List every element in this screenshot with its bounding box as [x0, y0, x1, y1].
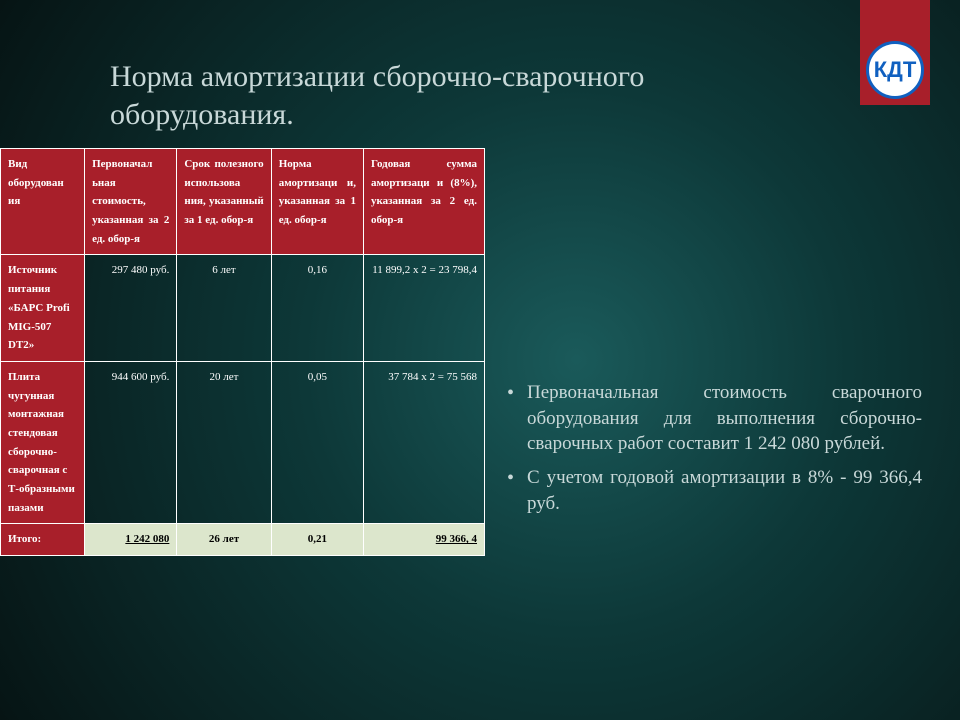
col-header: Норма амортизаци и, указанная за 1 ед. о… [271, 149, 363, 255]
cell: 11 899,2 х 2 = 23 798,4 [363, 255, 484, 361]
cell: 944 600 руб. [85, 361, 177, 524]
cell: 6 лет [177, 255, 271, 361]
total-term: 26 лет [177, 524, 271, 556]
cell: 297 480 руб. [85, 255, 177, 361]
page-title: Норма амортизации сборочно-сварочного об… [110, 58, 710, 133]
col-header: Вид оборудован ия [1, 149, 85, 255]
col-header: Срок полезного использова ния, указанный… [177, 149, 271, 255]
table-row: Плита чугунная монтажная стендовая сборо… [1, 361, 485, 524]
summary-bullets: Первоначальная стоимость сварочного обор… [505, 380, 922, 524]
col-header: Первоначал ьная стоимость, указанная за … [85, 149, 177, 255]
cell: 37 784 х 2 = 75 568 [363, 361, 484, 524]
total-cost: 1 242 080 [85, 524, 177, 556]
cell: 20 лет [177, 361, 271, 524]
table-header-row: Вид оборудован ия Первоначал ьная стоимо… [1, 149, 485, 255]
col-header: Годовая сумма амортизаци и (8%), указанн… [363, 149, 484, 255]
table-row: Источник питания «БАРС Profi MIG-507 DT2… [1, 255, 485, 361]
total-rate: 0,21 [271, 524, 363, 556]
equip-name: Плита чугунная монтажная стендовая сборо… [1, 361, 85, 524]
logo-circle: КДТ [866, 41, 924, 99]
amortization-table: Вид оборудован ия Первоначал ьная стоимо… [0, 148, 485, 556]
bullet-item: С учетом годовой амортизации в 8% - 99 3… [505, 465, 922, 516]
bullet-item: Первоначальная стоимость сварочного обор… [505, 380, 922, 457]
cell: 0,05 [271, 361, 363, 524]
total-label: Итого: [1, 524, 85, 556]
table-total-row: Итого: 1 242 080 26 лет 0,21 99 366, 4 [1, 524, 485, 556]
equip-name: Источник питания «БАРС Profi MIG-507 DT2… [1, 255, 85, 361]
cell: 0,16 [271, 255, 363, 361]
logo-banner: КДТ [860, 0, 930, 105]
total-annual: 99 366, 4 [363, 524, 484, 556]
